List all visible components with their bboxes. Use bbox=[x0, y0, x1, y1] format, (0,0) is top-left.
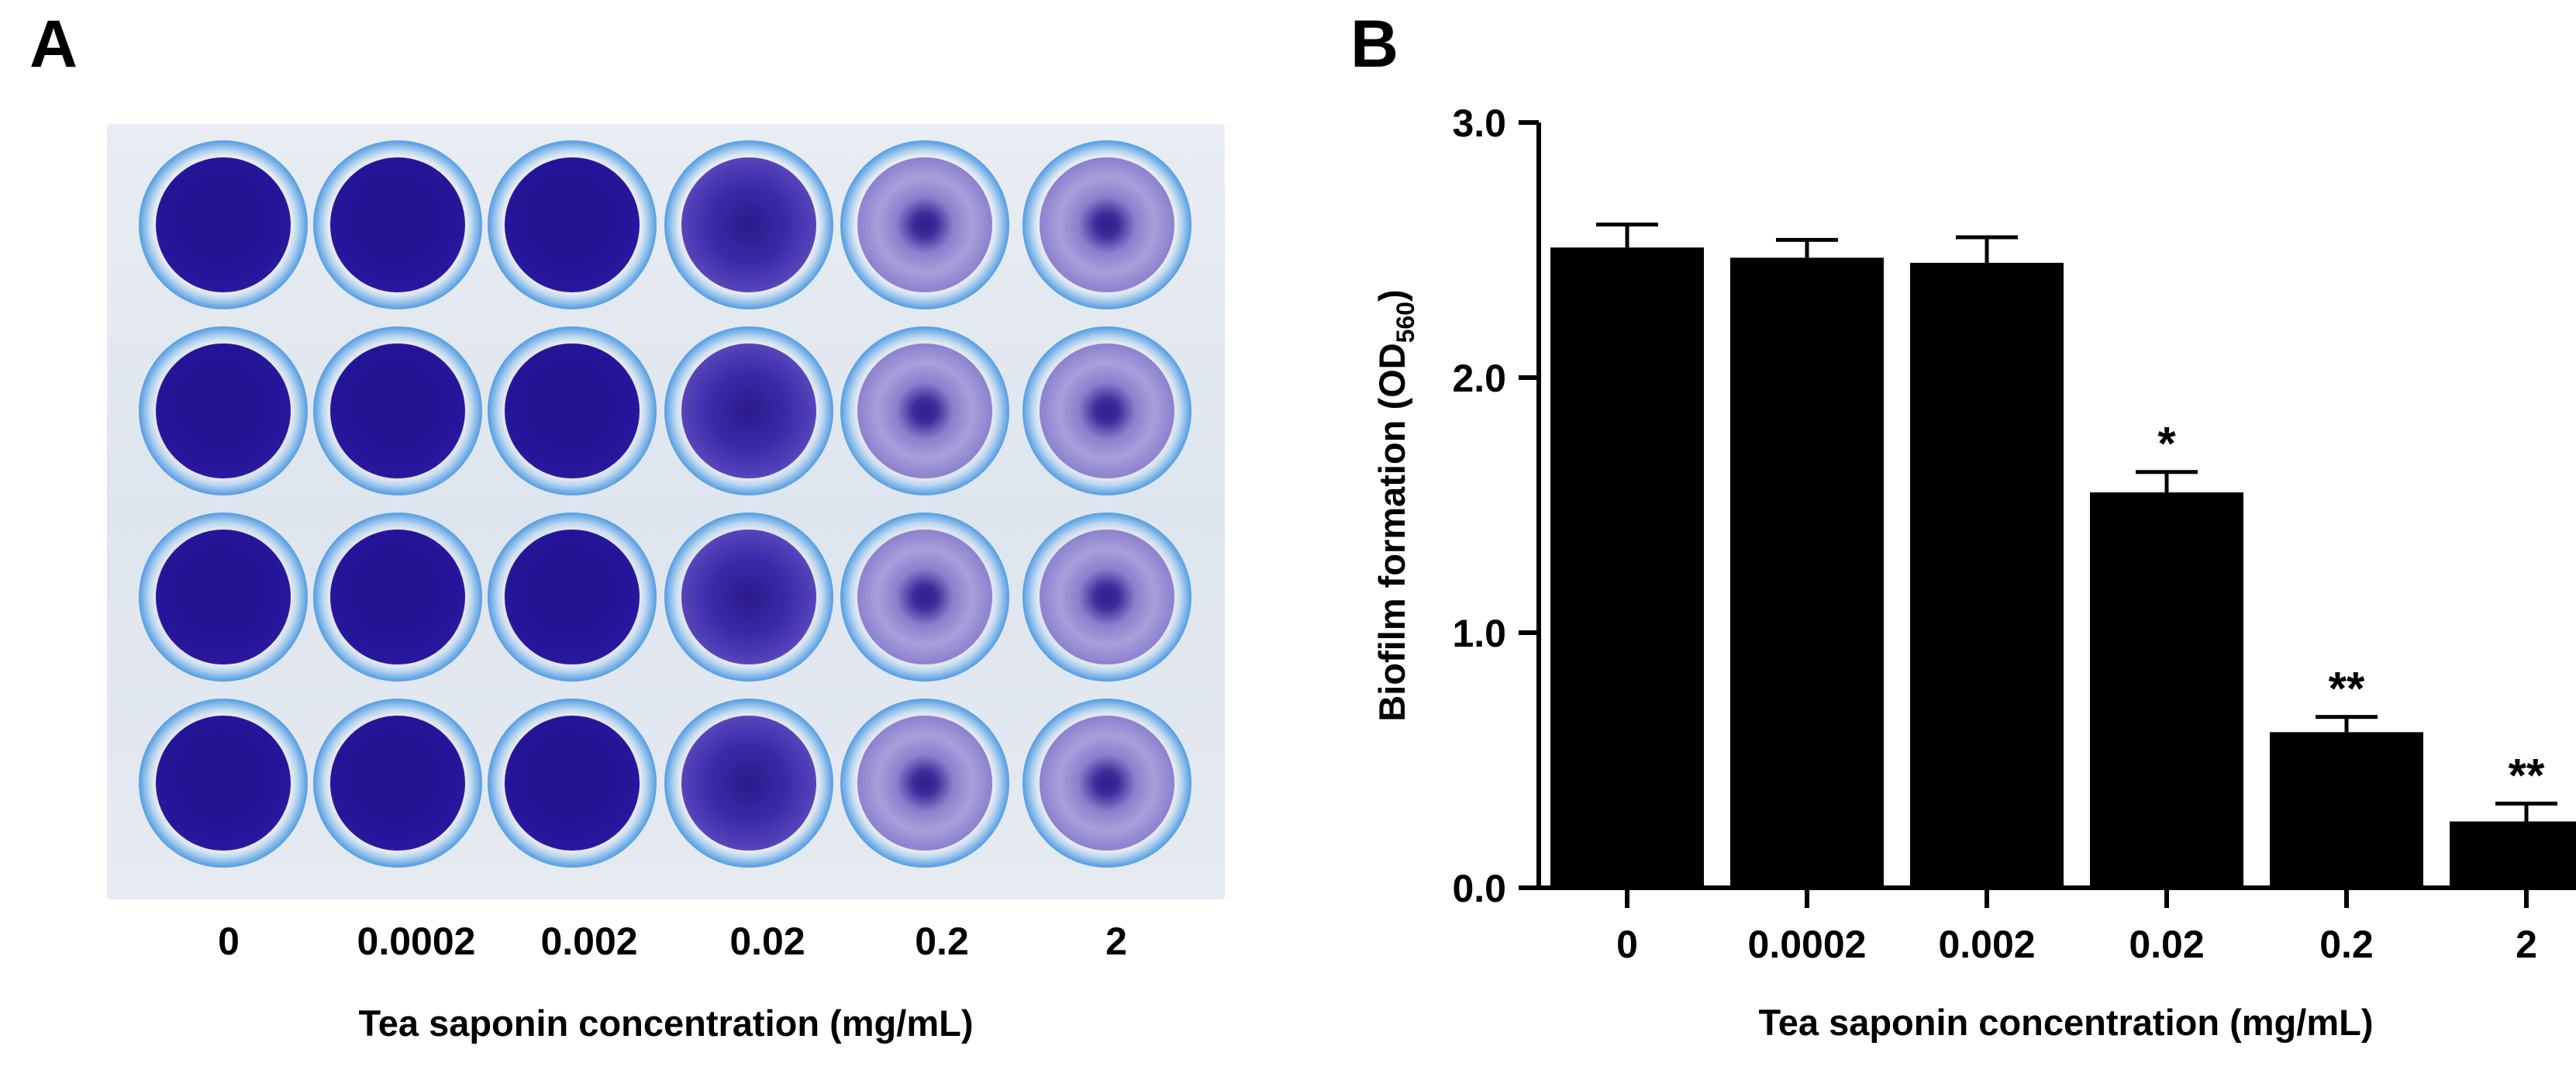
x-tick-label: 0 bbox=[1616, 923, 1638, 966]
y-axis-title: Biofilm formation (OD560) bbox=[1371, 289, 1419, 721]
plate-well bbox=[664, 326, 833, 495]
plate-well bbox=[313, 699, 482, 868]
plate-well bbox=[139, 513, 308, 682]
plate-column-label: 0.002 bbox=[540, 920, 638, 963]
plate-column-label: 2 bbox=[1105, 920, 1127, 963]
bar bbox=[2090, 492, 2243, 888]
plate-well bbox=[139, 699, 308, 868]
plate-column-label: 0.2 bbox=[915, 920, 969, 963]
bar bbox=[2450, 821, 2576, 888]
plate-column-label: 0.0002 bbox=[357, 920, 476, 963]
plate-well bbox=[664, 140, 833, 309]
significance-marker: * bbox=[2157, 418, 2176, 470]
plate-x-axis-title: Tea saponin concentration (mg/mL) bbox=[358, 1003, 974, 1044]
plate-well bbox=[840, 326, 1009, 495]
x-axis-title: Tea saponin concentration (mg/mL) bbox=[1759, 1002, 2374, 1043]
plate-well bbox=[840, 513, 1009, 682]
plate-well bbox=[664, 699, 833, 868]
y-tick-label: 1.0 bbox=[1452, 612, 1506, 655]
panel-a-label: A bbox=[29, 7, 78, 81]
plate-well bbox=[1022, 699, 1191, 868]
well-plate-photo bbox=[107, 124, 1225, 899]
x-tick-label: 0.0002 bbox=[1748, 923, 1867, 966]
y-tick-label: 0.0 bbox=[1452, 867, 1506, 910]
plate-well bbox=[1022, 326, 1191, 495]
plate-well bbox=[313, 140, 482, 309]
significance-marker: ** bbox=[2509, 749, 2545, 801]
bar bbox=[2270, 732, 2423, 888]
x-tick-label: 0.02 bbox=[2129, 923, 2204, 966]
plate-well bbox=[488, 513, 657, 682]
plate-well bbox=[488, 326, 657, 495]
plate-well bbox=[1022, 513, 1191, 682]
y-tick-label: 3.0 bbox=[1452, 102, 1506, 145]
x-tick-label: 0.2 bbox=[2319, 923, 2374, 966]
plate-well bbox=[664, 513, 833, 682]
significance-marker: ** bbox=[2329, 663, 2365, 715]
plate-well bbox=[139, 140, 308, 309]
bar bbox=[1730, 257, 1884, 888]
plate-well bbox=[313, 513, 482, 682]
plate-well bbox=[840, 699, 1009, 868]
panel-b-label: B bbox=[1350, 7, 1399, 81]
plate-well bbox=[488, 140, 657, 309]
plate-column-label: 0 bbox=[218, 920, 240, 963]
bar bbox=[1550, 247, 1704, 889]
plate-column-label: 0.02 bbox=[729, 920, 805, 963]
plate-well bbox=[313, 326, 482, 495]
y-tick-label: 2.0 bbox=[1452, 357, 1506, 400]
plate-well bbox=[488, 699, 657, 868]
plate-well bbox=[840, 140, 1009, 309]
plate-well bbox=[139, 326, 308, 495]
plate-well bbox=[1022, 140, 1191, 309]
x-tick-label: 0.002 bbox=[1938, 923, 2035, 966]
bar bbox=[1910, 262, 2064, 888]
x-tick-label: 2 bbox=[2516, 923, 2537, 966]
